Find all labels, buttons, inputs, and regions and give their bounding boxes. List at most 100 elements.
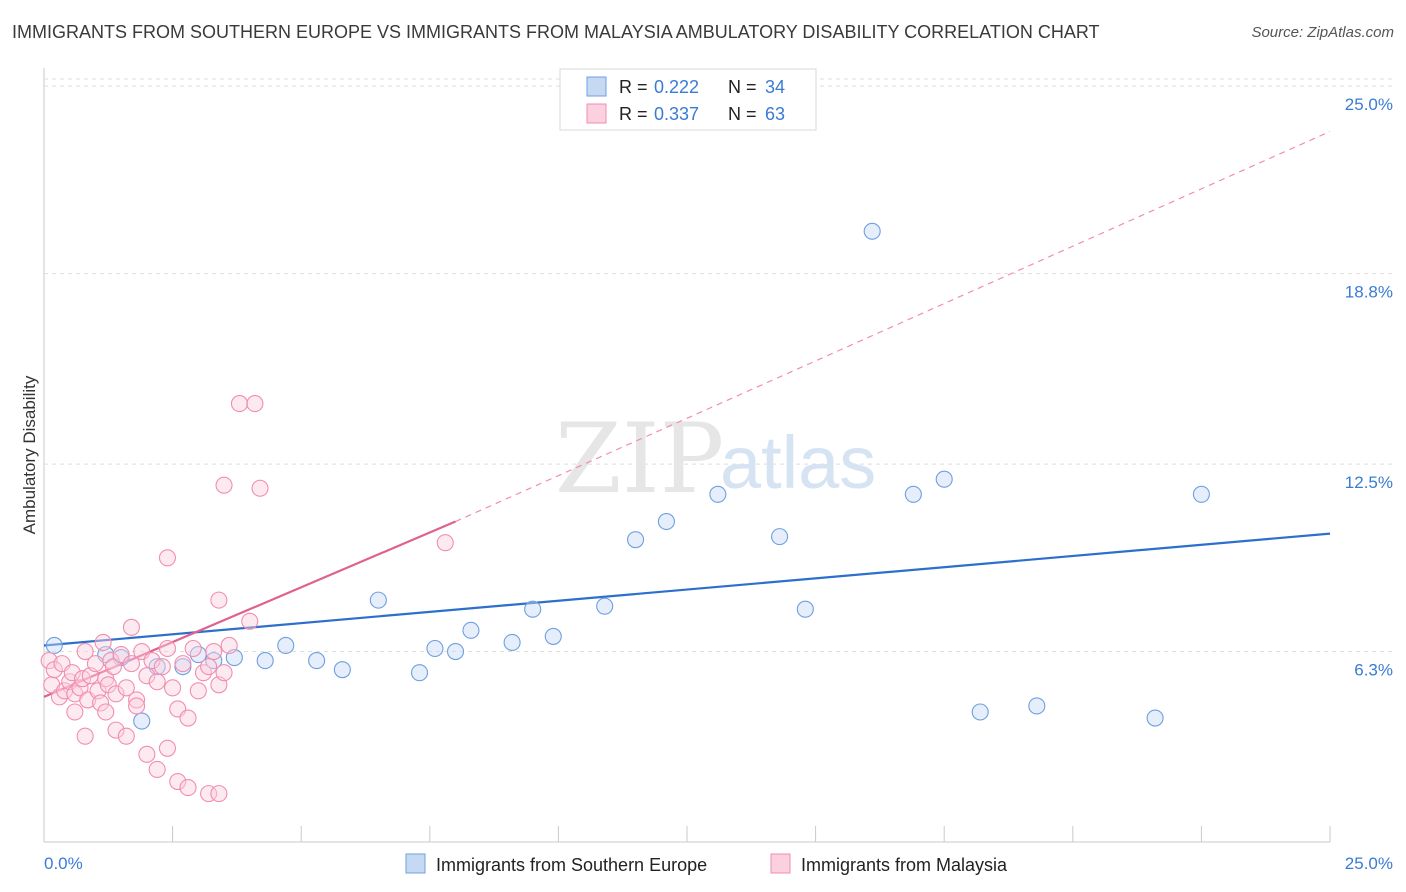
data-point — [92, 694, 110, 712]
data-point — [97, 703, 115, 721]
data-point — [122, 655, 140, 673]
y-tick-labels: 6.3% 12.5% 18.8% 25.0% — [1345, 95, 1393, 679]
trend-lines — [43, 130, 1331, 698]
source-label: Source: ZipAtlas.com — [1251, 24, 1394, 41]
data-point — [148, 673, 166, 691]
data-point — [210, 591, 228, 609]
watermark-atlas: atlas — [720, 421, 876, 504]
data-point — [904, 485, 922, 503]
data-point — [446, 642, 465, 661]
watermark-zip: ZIP — [555, 403, 724, 515]
grid-lines — [44, 78, 1393, 653]
data-point — [410, 664, 429, 682]
trend-line-southern-europe — [43, 532, 1331, 647]
data-point — [462, 621, 480, 639]
data-point — [220, 636, 238, 655]
data-point — [246, 395, 264, 413]
data-point — [200, 658, 218, 676]
data-point — [369, 591, 387, 609]
data-point — [627, 531, 645, 549]
data-point — [230, 395, 249, 413]
data-point — [138, 667, 156, 685]
legend-n-value-1: 34 — [765, 77, 785, 97]
trend-line-malaysia-extension — [455, 130, 1331, 523]
data-point — [117, 679, 135, 697]
data-point — [1192, 485, 1210, 503]
legend-n-label-2: N = — [728, 104, 757, 124]
data-point — [66, 703, 84, 721]
data-point — [333, 661, 351, 679]
x-tick-label-min: 0.0% — [44, 854, 83, 873]
data-point — [40, 652, 58, 670]
data-point — [971, 703, 989, 721]
data-point — [215, 476, 233, 494]
data-point — [179, 709, 197, 727]
data-point — [94, 633, 112, 652]
data-point — [148, 760, 166, 778]
data-point — [503, 633, 521, 652]
data-point — [107, 721, 125, 739]
data-point — [128, 697, 146, 715]
data-point — [164, 679, 182, 697]
legend-top: R = 0.222 N = 34 R = 0.337 N = 63 — [559, 68, 817, 131]
y-tick-label: 25.0% — [1345, 95, 1393, 114]
legend-top-swatch-blue — [586, 76, 607, 97]
y-tick-label: 6.3% — [1354, 661, 1393, 680]
data-point — [241, 612, 259, 630]
legend-r-value-1: 0.222 — [654, 77, 699, 97]
data-point — [128, 691, 146, 709]
y-tick-label: 12.5% — [1345, 473, 1393, 492]
data-point — [117, 727, 135, 745]
legend-r-value-2: 0.337 — [654, 104, 699, 124]
data-point — [215, 664, 233, 682]
y-tick-label: 18.8% — [1345, 283, 1393, 302]
data-point — [657, 512, 675, 531]
legend-bottom-label-malaysia: Immigrants from Malaysia — [801, 855, 1008, 875]
data-point — [771, 528, 789, 546]
data-point — [143, 652, 161, 670]
legend-n-label-1: N = — [728, 77, 757, 97]
data-point — [796, 600, 814, 618]
legend-bottom-swatch-blue — [405, 853, 426, 874]
data-point — [45, 636, 63, 655]
legend-top-swatch-pink — [586, 103, 607, 124]
legend-n-value-2: 63 — [765, 104, 785, 124]
data-point — [179, 779, 197, 797]
data-point — [158, 549, 177, 567]
data-point — [863, 222, 881, 240]
data-point — [524, 600, 542, 618]
legend-r-label-2: R = — [619, 104, 648, 124]
legend-bottom: Immigrants from Southern Europe Immigran… — [405, 853, 1008, 875]
data-point — [277, 636, 295, 655]
data-point — [1028, 697, 1046, 715]
data-point — [174, 655, 192, 673]
data-point — [205, 642, 223, 661]
data-point — [426, 639, 444, 658]
data-point — [1146, 709, 1164, 727]
data-point — [76, 727, 94, 745]
data-point — [256, 652, 274, 670]
data-point — [122, 618, 140, 636]
legend-bottom-label-southern-europe: Immigrants from Southern Europe — [436, 855, 707, 875]
data-point — [544, 627, 562, 645]
data-point — [133, 712, 151, 730]
data-point — [153, 658, 171, 676]
data-point — [210, 785, 228, 803]
data-point — [86, 655, 104, 673]
legend-bottom-swatch-pink — [770, 853, 791, 874]
data-point — [63, 664, 81, 682]
y-axis-label: Ambulatory Disability — [20, 375, 39, 534]
x-tick-label-max: 25.0% — [1345, 854, 1393, 873]
data-point — [436, 534, 454, 552]
data-point — [709, 485, 727, 503]
data-point — [138, 745, 156, 763]
series-malaysia-points — [40, 395, 454, 803]
data-point — [104, 658, 122, 676]
data-point — [184, 639, 202, 658]
data-point — [158, 639, 177, 658]
data-point — [169, 772, 187, 791]
legend-r-label-1: R = — [619, 77, 648, 97]
x-ticks — [43, 826, 1331, 842]
data-point — [200, 785, 218, 803]
